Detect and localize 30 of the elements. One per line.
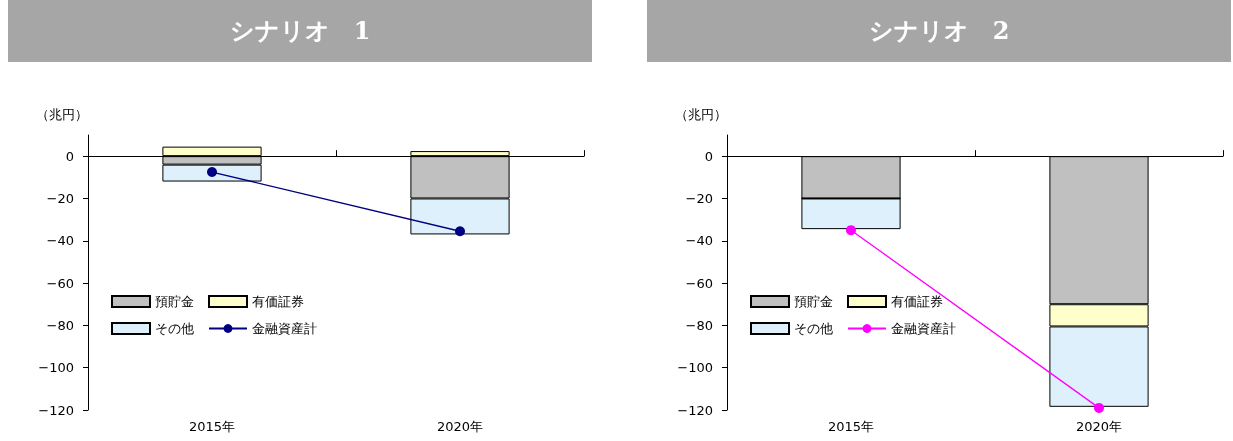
x-tick-label: 2020年 <box>1075 419 1123 434</box>
chart-title: シナリオ 1 <box>8 0 592 62</box>
y-tick-label: 0 <box>65 148 74 164</box>
legend-label: その他 <box>155 321 194 336</box>
y-tick-label: −80 <box>685 317 713 333</box>
y-axis-title: （兆円） <box>675 107 727 122</box>
legend-label: 有価証券 <box>891 294 943 309</box>
x-tick-label: 2015年 <box>188 419 236 434</box>
y-axis-title: （兆円） <box>36 107 88 122</box>
y-tick-label: −120 <box>38 402 74 418</box>
y-tick-label: −100 <box>38 360 74 376</box>
y-tick-label: −60 <box>685 275 713 291</box>
y-tick-label: −100 <box>677 360 713 376</box>
legend-label: 有価証券 <box>252 294 304 309</box>
y-tick-label: −120 <box>677 402 713 418</box>
y-tick-label: −40 <box>685 233 713 249</box>
y-tick-label: −80 <box>46 317 74 333</box>
y-tick-label: 0 <box>704 148 713 164</box>
chart-title: シナリオ 2 <box>647 0 1231 62</box>
y-tick-label: −40 <box>46 233 74 249</box>
y-tick-label: −60 <box>46 275 74 291</box>
legend-label: 金融資産計 <box>891 321 956 336</box>
y-tick-label: −20 <box>46 190 74 206</box>
legend-label: 金融資産計 <box>252 321 317 336</box>
legend-label: その他 <box>794 321 833 336</box>
x-tick-label: 2015年 <box>827 419 875 434</box>
y-tick-label: −20 <box>685 190 713 206</box>
legend-label: 預貯金 <box>155 294 194 309</box>
x-tick-label: 2020年 <box>436 419 484 434</box>
legend-label: 預貯金 <box>794 294 833 309</box>
